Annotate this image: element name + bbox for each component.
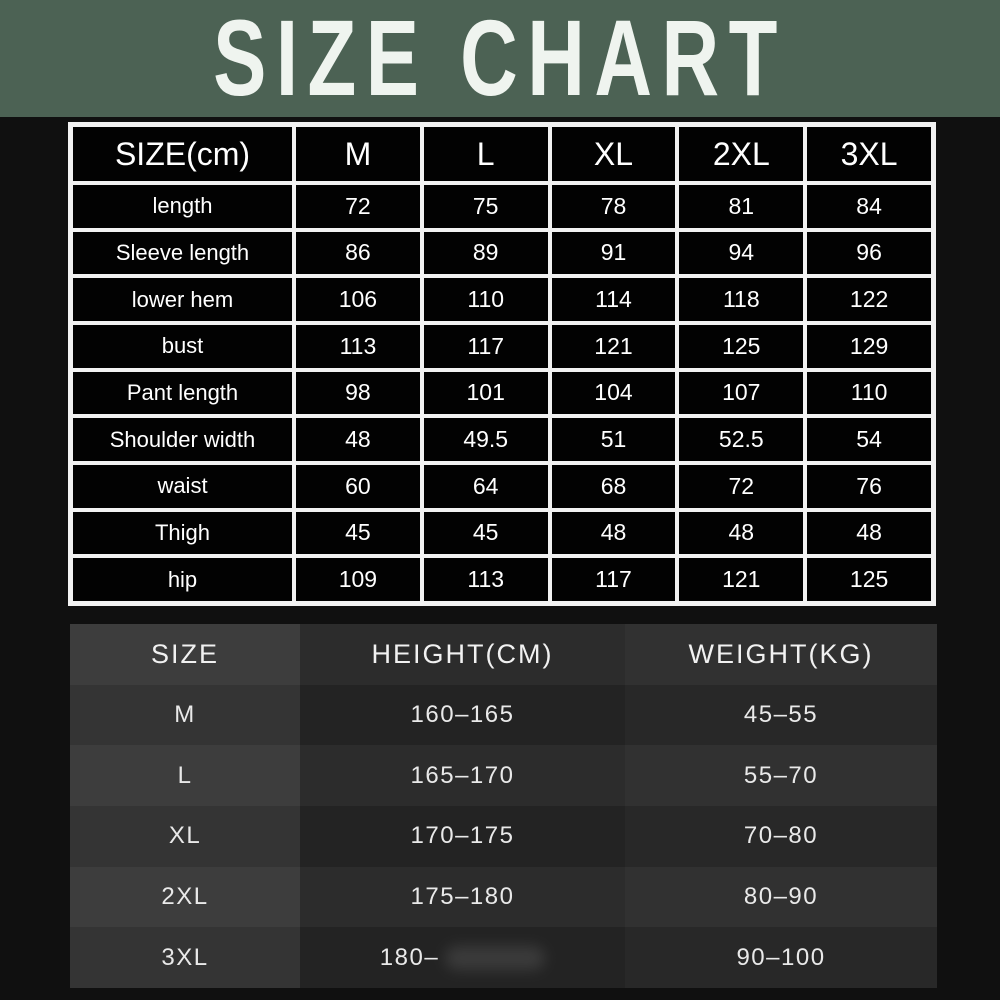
size-table-value-cell: 72 — [296, 185, 420, 228]
size-table-value-cell: 104 — [551, 371, 676, 415]
size-table-label-cell: Shoulder width — [73, 418, 292, 461]
size-table-value-cell: 68 — [551, 465, 676, 508]
garment-measurement-table: SIZE(cm) M L XL 2XL 3XL length 72 75 78 … — [68, 122, 936, 606]
fit-table-weight-cell: 90–100 — [625, 927, 937, 988]
size-table-value-cell: 106 — [296, 278, 420, 321]
size-table-value-cell: 118 — [679, 278, 804, 321]
size-table-value-cell: 129 — [807, 325, 931, 368]
size-table-value-cell: 98 — [296, 371, 420, 415]
size-table-value-cell: 91 — [551, 231, 676, 275]
size-table-value-cell: 114 — [551, 278, 676, 321]
size-table-value-cell: 84 — [807, 185, 931, 228]
size-table-header-cell: SIZE(cm) — [73, 127, 292, 181]
size-table-value-cell: 51 — [551, 418, 676, 461]
fit-table-height-cell: 180– — [300, 927, 625, 988]
size-table-label-cell: Sleeve length — [73, 231, 292, 275]
fit-table-weight-cell: 45–55 — [625, 684, 937, 746]
fit-table-weight-cell: 55–70 — [625, 745, 937, 806]
fit-table-height-cell: 165–170 — [300, 745, 625, 806]
size-table-value-cell: 76 — [807, 465, 931, 508]
fit-table-height-cell: 175–180 — [300, 866, 625, 928]
size-table-value-cell: 89 — [423, 231, 548, 275]
size-table-value-cell: 48 — [679, 511, 804, 555]
size-table-label-cell: lower hem — [73, 278, 292, 321]
size-table-value-cell: 48 — [807, 511, 931, 555]
size-table-value-cell: 48 — [551, 511, 676, 555]
height-weight-table: SIZE HEIGHT(CM) WEIGHT(KG) M 160–165 45–… — [70, 624, 937, 988]
fit-table-size-cell: L — [70, 745, 300, 806]
title-banner: SIZE CHART — [0, 0, 1000, 118]
size-table-value-cell: 122 — [807, 278, 931, 321]
size-table-value-cell: 52.5 — [679, 418, 804, 461]
fit-table-size-cell: 3XL — [70, 927, 300, 988]
size-table-value-cell: 117 — [551, 558, 676, 601]
size-table-value-cell: 121 — [551, 325, 676, 368]
size-table-label-cell: Pant length — [73, 371, 292, 415]
size-table-header-cell: 3XL — [807, 127, 931, 181]
size-table-value-cell: 113 — [423, 558, 548, 601]
size-table-value-cell: 60 — [296, 465, 420, 508]
fit-table-header-cell: HEIGHT(CM) — [300, 624, 625, 685]
fit-table-header-cell: WEIGHT(KG) — [625, 624, 937, 685]
size-table-value-cell: 113 — [296, 325, 420, 368]
fit-table-size-cell: M — [70, 684, 300, 746]
size-table-header-cell: XL — [551, 127, 676, 181]
blurred-redaction — [445, 945, 546, 970]
size-table-value-cell: 45 — [296, 511, 420, 555]
size-table-value-cell: 78 — [551, 185, 676, 228]
fit-table-header-cell: SIZE — [70, 624, 300, 685]
size-table-value-cell: 75 — [423, 185, 548, 228]
fit-table-weight-cell: 80–90 — [625, 866, 937, 928]
size-table-value-cell: 81 — [679, 185, 804, 228]
size-table-value-cell: 110 — [807, 371, 931, 415]
size-table-value-cell: 64 — [423, 465, 548, 508]
size-table-value-cell: 109 — [296, 558, 420, 601]
fit-table-size-cell: XL — [70, 806, 300, 867]
page-title: SIZE CHART — [213, 0, 787, 119]
size-table-value-cell: 86 — [296, 231, 420, 275]
size-table-value-cell: 107 — [679, 371, 804, 415]
size-table-label-cell: hip — [73, 558, 292, 601]
fit-table-size-cell: 2XL — [70, 866, 300, 928]
size-table-label-cell: Thigh — [73, 511, 292, 555]
fit-table-weight-cell: 70–80 — [625, 806, 937, 867]
size-table-header-cell: L — [423, 127, 548, 181]
size-table-value-cell: 121 — [679, 558, 804, 601]
size-table-value-cell: 101 — [423, 371, 548, 415]
size-table-label-cell: bust — [73, 325, 292, 368]
size-table-header-cell: M — [296, 127, 420, 181]
fit-table-height-cell: 160–165 — [300, 684, 625, 746]
size-table-value-cell: 49.5 — [423, 418, 548, 461]
size-table-value-cell: 94 — [679, 231, 804, 275]
size-table-value-cell: 54 — [807, 418, 931, 461]
size-table-value-cell: 45 — [423, 511, 548, 555]
size-table-value-cell: 96 — [807, 231, 931, 275]
fit-table-height-text: 180– — [379, 943, 440, 971]
size-table-header-cell: 2XL — [679, 127, 804, 181]
size-table-label-cell: waist — [73, 465, 292, 508]
size-table-value-cell: 117 — [423, 325, 548, 368]
size-table-value-cell: 110 — [423, 278, 548, 321]
size-table-label-cell: length — [73, 185, 292, 228]
fit-table-height-cell: 170–175 — [300, 806, 625, 867]
size-table-value-cell: 125 — [807, 558, 931, 601]
size-table-value-cell: 48 — [296, 418, 420, 461]
size-table-value-cell: 125 — [679, 325, 804, 368]
size-table-value-cell: 72 — [679, 465, 804, 508]
